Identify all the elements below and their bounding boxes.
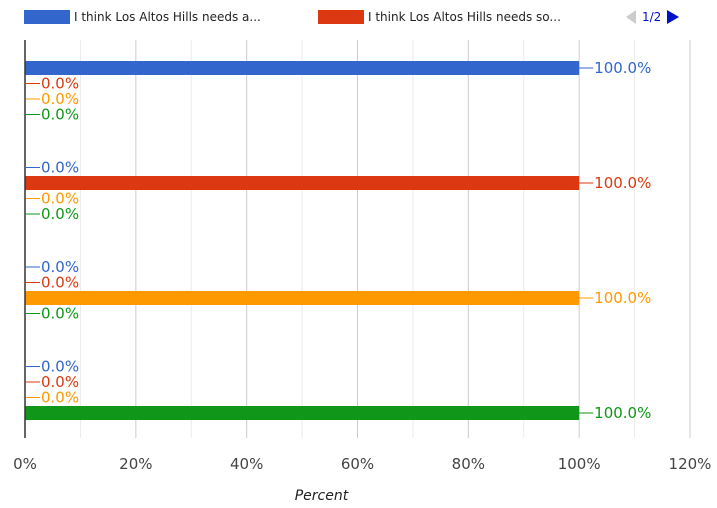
data-label: 0.0% xyxy=(41,258,79,276)
x-tick-label: 60% xyxy=(341,455,374,473)
legend-label-series-2: I think Los Altos Hills needs so... xyxy=(368,9,561,24)
data-label: 0.0% xyxy=(41,75,79,93)
data-label: 0.0% xyxy=(41,373,79,391)
x-tick-label: 80% xyxy=(452,455,485,473)
bar xyxy=(25,176,580,190)
data-label: 100.0% xyxy=(594,174,651,192)
x-tick-label: 0% xyxy=(13,455,37,473)
data-label: 100.0% xyxy=(594,404,651,422)
page-indicator: 1/2 xyxy=(642,9,662,24)
legend-item-series-2[interactable]: I think Los Altos Hills needs so... xyxy=(318,8,561,25)
bar xyxy=(25,291,580,305)
data-label: 0.0% xyxy=(41,159,79,177)
data-label: 100.0% xyxy=(594,289,651,307)
data-label: 0.0% xyxy=(41,274,79,292)
x-tick-label: 40% xyxy=(230,455,263,473)
data-label: 0.0% xyxy=(41,106,79,124)
data-label: 0.0% xyxy=(41,305,79,323)
x-tick-label: 100% xyxy=(558,455,601,473)
legend-swatch-series-2 xyxy=(318,9,364,24)
x-tick-label: 20% xyxy=(119,455,152,473)
data-label: 0.0% xyxy=(41,190,79,208)
legend-label-series-1: I think Los Altos Hills needs a... xyxy=(74,9,261,24)
data-label: 0.0% xyxy=(41,90,79,108)
data-label: 0.0% xyxy=(41,205,79,223)
legend-pager: 1/2 xyxy=(626,8,680,25)
next-page-icon[interactable] xyxy=(667,9,680,24)
legend: I think Los Altos Hills needs a... I thi… xyxy=(0,0,717,34)
data-label: 0.0% xyxy=(41,358,79,376)
legend-swatch-series-1 xyxy=(24,9,70,24)
data-label: 0.0% xyxy=(41,389,79,407)
x-axis-title: Percent xyxy=(295,488,349,504)
bar xyxy=(25,61,580,75)
bar xyxy=(25,406,580,420)
data-label: 100.0% xyxy=(594,59,651,77)
x-tick-label: 120% xyxy=(669,455,712,473)
legend-item-series-1[interactable]: I think Los Altos Hills needs a... xyxy=(24,8,261,25)
previous-page-icon[interactable] xyxy=(626,9,636,24)
